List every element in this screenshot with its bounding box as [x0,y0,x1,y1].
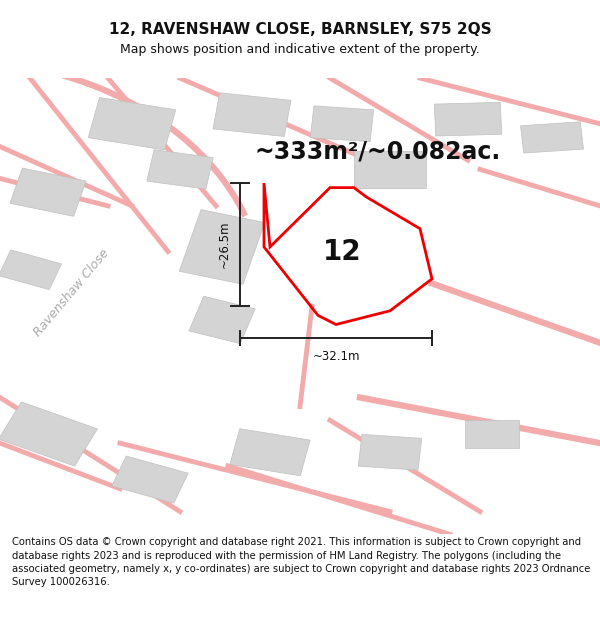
Text: ~32.1m: ~32.1m [312,349,360,362]
Polygon shape [310,106,374,142]
Polygon shape [0,402,97,466]
Polygon shape [10,168,86,216]
Polygon shape [358,434,422,470]
Polygon shape [179,209,265,284]
Polygon shape [521,122,583,153]
Polygon shape [213,92,291,136]
Polygon shape [0,250,62,289]
Polygon shape [230,429,310,476]
Text: Ravenshaw Close: Ravenshaw Close [32,246,112,339]
Text: ~333m²/~0.082ac.: ~333m²/~0.082ac. [255,139,501,163]
Polygon shape [465,420,519,447]
Text: 12: 12 [323,238,361,266]
Polygon shape [434,102,502,136]
Text: Map shows position and indicative extent of the property.: Map shows position and indicative extent… [120,43,480,56]
Text: Contains OS data © Crown copyright and database right 2021. This information is : Contains OS data © Crown copyright and d… [12,538,590,587]
Polygon shape [88,98,176,150]
Polygon shape [112,456,188,503]
Polygon shape [147,150,213,189]
Text: 12, RAVENSHAW CLOSE, BARNSLEY, S75 2QS: 12, RAVENSHAW CLOSE, BARNSLEY, S75 2QS [109,22,491,37]
Polygon shape [189,296,255,344]
Text: ~26.5m: ~26.5m [218,221,231,268]
Polygon shape [354,151,426,188]
